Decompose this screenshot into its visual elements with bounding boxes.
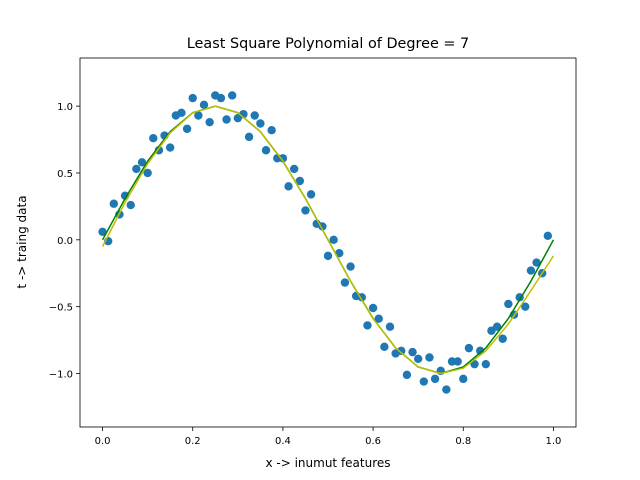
scatter-point (177, 108, 186, 118)
scatter-point (182, 124, 192, 134)
scatter-point (543, 231, 553, 241)
scatter-point (442, 385, 451, 394)
scatter-point (261, 146, 271, 155)
scatter-point (244, 132, 254, 142)
scatter-point (250, 111, 259, 120)
scatter-point (256, 119, 265, 128)
y-axis-label: t -> traing data (15, 195, 29, 288)
x-tick-label: 0.0 (95, 436, 111, 447)
scatter-point (498, 334, 507, 343)
y-tick-label: 1.0 (57, 102, 73, 113)
x-tick-label: 0.8 (455, 436, 471, 447)
scatter-point (295, 176, 305, 186)
scatter-point (199, 100, 209, 109)
scatter-point (425, 353, 434, 362)
scatter-point (132, 164, 141, 174)
scatter-point (492, 322, 502, 331)
scatter-point (267, 125, 276, 135)
scatter-point (126, 200, 135, 210)
scatter-point (205, 117, 214, 127)
scatter-point (137, 158, 147, 167)
scatter-point (481, 359, 491, 369)
scatter-point (413, 354, 423, 364)
fit-line (101, 105, 555, 375)
scatter-point (216, 93, 226, 103)
scatter-point (149, 134, 158, 143)
scatter-point (397, 346, 406, 355)
scatter-point (453, 357, 462, 366)
scatter-point (532, 258, 541, 267)
scatter-point (278, 154, 288, 163)
x-tick-label: 0.4 (275, 436, 291, 447)
scatter-point (374, 314, 383, 323)
scatter-point (306, 190, 316, 199)
scatter-point (194, 111, 203, 120)
scatter-point (521, 302, 530, 311)
scatter-point (408, 347, 417, 357)
y-tick-label: −0.5 (49, 303, 73, 314)
scatter-point (329, 235, 338, 245)
scatter-point (222, 115, 231, 124)
x-tick-label: 0.6 (365, 436, 381, 447)
scatter-point (419, 377, 429, 386)
scatter-point (289, 164, 299, 174)
scatter-point (346, 262, 355, 271)
scatter-point (98, 227, 107, 237)
scatter-point (227, 91, 237, 100)
y-tick-label: 0.0 (57, 236, 73, 247)
plot-frame (79, 57, 577, 428)
scatter-point (143, 168, 152, 178)
scatter-point (526, 266, 536, 275)
x-tick-label: 1.0 (546, 436, 562, 447)
scatter-point (368, 303, 378, 313)
scatter-point (165, 143, 175, 152)
scatter-point (402, 370, 412, 380)
scatter-point (430, 374, 440, 384)
scatter-point (340, 278, 350, 287)
chart-title: Least Square Polynomial of Degree = 7 (187, 36, 469, 52)
scatter-point (363, 321, 372, 330)
y-tick-label: −1.0 (49, 370, 73, 381)
scatter-point (323, 251, 333, 261)
scatter-point (380, 342, 389, 351)
scatter-point (188, 93, 197, 103)
scatter-point (470, 359, 479, 369)
x-tick-label: 0.2 (185, 436, 201, 447)
scatter-point (464, 343, 474, 353)
scatter-point (385, 322, 395, 331)
scatter-point (504, 299, 513, 309)
scatter-point (284, 182, 293, 191)
scatter-point (459, 374, 468, 384)
y-tick-label: 0.5 (57, 169, 73, 180)
scatter-point (109, 199, 119, 208)
scatter-point (301, 206, 310, 215)
x-axis-label: x -> inumut features (265, 456, 390, 470)
